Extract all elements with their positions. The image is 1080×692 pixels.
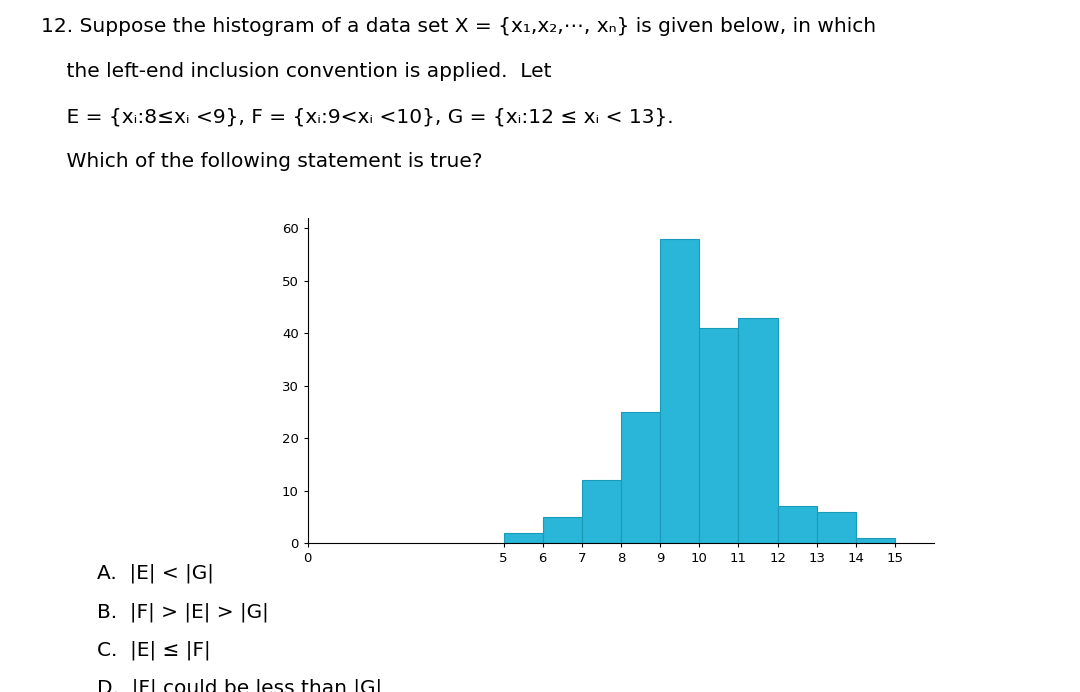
Text: 12. Suppose the histogram of a data set X = {x₁,x₂,⋯, xₙ} is given below, in whi: 12. Suppose the histogram of a data set …	[41, 17, 876, 36]
Text: the left-end inclusion convention is applied.  Let: the left-end inclusion convention is app…	[41, 62, 552, 81]
Bar	[543, 517, 582, 543]
Text: C.  |E| ≤ |F|: C. |E| ≤ |F|	[97, 640, 211, 659]
Text: B.  |F| > |E| > |G|: B. |F| > |E| > |G|	[97, 602, 269, 621]
Bar	[582, 480, 621, 543]
Text: Which of the following statement is true?: Which of the following statement is true…	[41, 152, 483, 171]
Bar	[503, 533, 542, 543]
Bar	[856, 538, 895, 543]
Text: D.  |F| could be less than |G|: D. |F| could be less than |G|	[97, 678, 382, 692]
Bar	[621, 412, 660, 543]
Bar	[660, 239, 700, 543]
Text: A.  |E| < |G|: A. |E| < |G|	[97, 564, 214, 583]
Text: E = {xᵢ:8≤xᵢ <9}, F = {xᵢ:9<xᵢ <10}, G = {xᵢ:12 ≤ xᵢ < 13}.: E = {xᵢ:8≤xᵢ <9}, F = {xᵢ:9<xᵢ <10}, G =…	[41, 107, 674, 126]
Bar	[700, 328, 739, 543]
Bar	[778, 507, 816, 543]
Bar	[739, 318, 778, 543]
Bar	[816, 512, 855, 543]
